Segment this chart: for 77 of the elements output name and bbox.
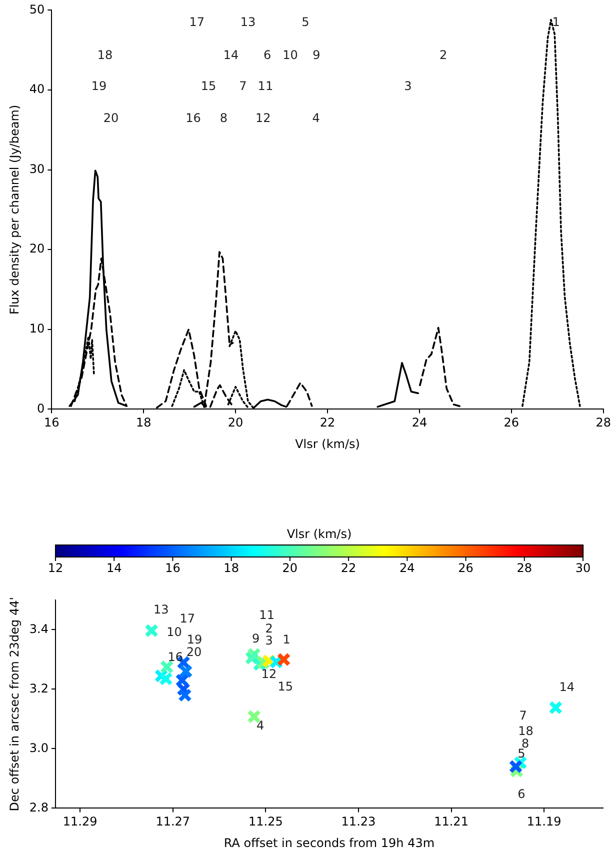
color-bar-label: 24 [400, 561, 415, 576]
x-axis-title: Vlsr (km/s) [295, 436, 360, 451]
x-tick-label: 11.23 [341, 814, 376, 829]
annotation: 12 [261, 667, 277, 682]
annotation: 14 [223, 48, 239, 62]
annotation: 8 [220, 110, 228, 125]
annotation: 15 [200, 78, 216, 93]
x-tick-label: 20 [228, 416, 244, 430]
x-tick-label: 11.25 [248, 814, 283, 829]
color-bar-label: 14 [106, 561, 122, 576]
annotation: 10 [166, 625, 182, 640]
annotation: 6 [518, 787, 526, 801]
y-tick-label: 2.8 [29, 800, 48, 814]
annotation: 6 [263, 48, 272, 62]
y-tick-label: 3.2 [29, 681, 48, 696]
y-tick-label: 3.0 [29, 740, 48, 755]
x-tick-label: 11.21 [434, 814, 468, 829]
y-tick-label: 3.4 [29, 622, 48, 636]
annotation: 5 [302, 15, 310, 30]
x-tick-label: 11.19 [526, 814, 562, 829]
annotation: 19 [186, 632, 202, 646]
annotation: 15 [278, 679, 294, 694]
annotation: 1 [552, 15, 560, 30]
annotation: 8 [521, 736, 530, 751]
annotation: 20 [103, 110, 119, 125]
y-axis-title: Flux density per channel (Jy/beam) [7, 104, 22, 315]
annotation: 4 [312, 110, 320, 125]
x-tick-label: 18 [136, 416, 152, 430]
color-bar-title: Vlsr (km/s) [286, 527, 352, 542]
y-axis-title: Dec offset in arcsec from 23deg 44' [7, 596, 22, 812]
annotation: 13 [240, 15, 256, 30]
annotation: 3 [404, 78, 412, 93]
color-bar-label: 16 [165, 561, 180, 576]
annotation: 13 [154, 602, 169, 617]
annotation: 18 [518, 724, 534, 738]
annotation: 14 [559, 680, 575, 694]
color-bar-label: 20 [282, 561, 298, 576]
annotation: 17 [189, 15, 205, 30]
x-tick-label: 16 [44, 416, 60, 430]
annotation: 9 [312, 48, 320, 62]
x-tick-label: 11.27 [156, 814, 190, 829]
annotation: 2 [440, 48, 448, 62]
annotation: 19 [91, 78, 107, 93]
annotation: 4 [256, 718, 264, 732]
annotation: 10 [282, 48, 298, 62]
annotation: 17 [180, 611, 196, 626]
y-tick-label: 50 [29, 2, 45, 16]
color-bar-label: 22 [340, 561, 356, 576]
x-tick-label: 22 [320, 416, 336, 430]
annotation: 18 [97, 48, 113, 62]
annotation: 1 [282, 632, 290, 646]
color-bar-label: 30 [575, 561, 591, 576]
annotation: 16 [186, 110, 201, 125]
x-tick-label: 24 [412, 416, 428, 430]
color-bar-label: 28 [516, 561, 532, 576]
annotation: 7 [239, 78, 247, 93]
x-tick-label: 26 [504, 416, 520, 430]
color-bar-label: 18 [224, 561, 239, 576]
annotation: 9 [252, 632, 260, 646]
annotation: 20 [186, 644, 202, 659]
annotation: 11 [259, 608, 274, 622]
annotation: 7 [519, 708, 527, 723]
y-tick-label: 30 [29, 162, 45, 176]
annotation: 12 [255, 110, 271, 125]
y-tick-label: 0 [37, 401, 45, 416]
annotation: 3 [265, 634, 273, 648]
x-tick-label: 11.29 [62, 814, 98, 829]
y-tick-label: 40 [29, 82, 45, 96]
y-tick-label: 20 [29, 242, 45, 256]
y-tick-label: 10 [29, 322, 45, 336]
annotation: 16 [168, 650, 184, 664]
annotation: 11 [258, 78, 274, 93]
x-tick-label: 28 [596, 416, 612, 430]
x-axis-title: RA offset in seconds from 19h 43m [224, 836, 435, 850]
annotation: 2 [265, 621, 273, 636]
color-bar-label: 26 [458, 561, 474, 576]
color-bar-label: 12 [48, 561, 64, 576]
